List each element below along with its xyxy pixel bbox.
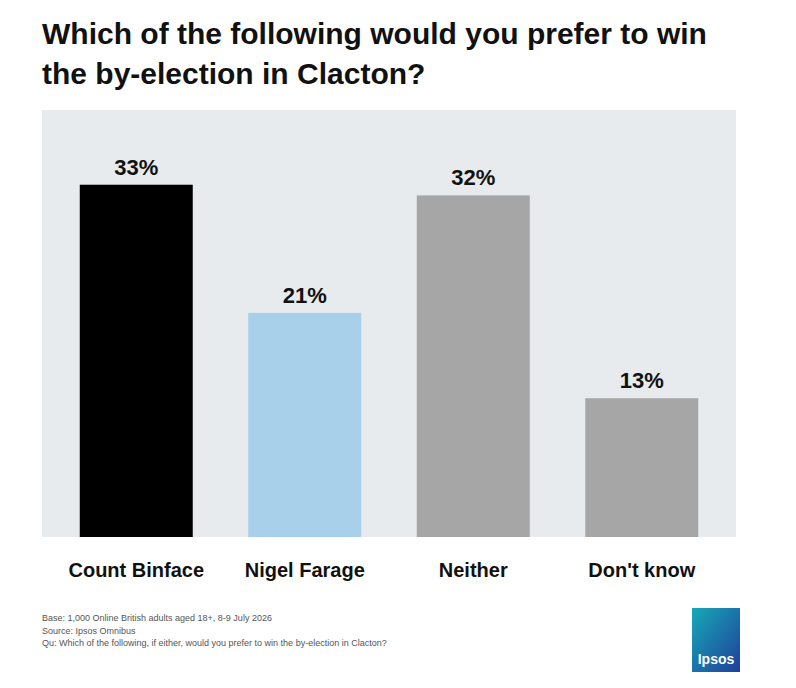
footnote: Source: Ipsos Omnibus <box>42 626 136 636</box>
bar <box>248 313 361 537</box>
title-line: Which of the following would you prefer … <box>42 17 707 50</box>
title: Which of the following would you prefer … <box>42 17 707 90</box>
category-labels: Count Binface Nigel Farage Neither Don't kn… <box>68 559 695 581</box>
footnote: Base: 1,000 Online British adults aged 1… <box>42 613 272 623</box>
data-label: 32% <box>451 165 495 190</box>
bar <box>417 195 530 537</box>
footnote: Qu: Which of the following, if either, w… <box>42 638 387 648</box>
category-label: Neither <box>439 559 508 581</box>
plot-panel <box>42 110 736 537</box>
category-label: Count Binface <box>68 559 204 581</box>
data-label: 13% <box>620 368 664 393</box>
category-label: Don't know <box>588 559 695 581</box>
data-label: 33% <box>114 155 158 180</box>
chart: Which of the following would you prefer … <box>0 0 796 688</box>
bars <box>80 185 699 537</box>
logo-box <box>692 608 740 672</box>
logo: Ipsos <box>698 651 735 667</box>
bar <box>80 185 193 537</box>
title-line: the by-election in Clacton? <box>42 57 425 90</box>
bar <box>585 398 698 537</box>
data-labels: 33% 21% 32% 13% <box>114 155 664 394</box>
data-label: 21% <box>283 283 327 308</box>
category-label: Nigel Farage <box>245 559 365 581</box>
